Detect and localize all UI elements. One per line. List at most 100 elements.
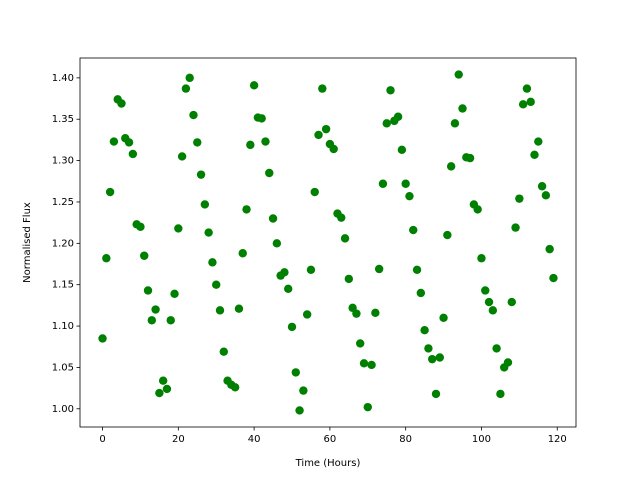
point — [458, 104, 467, 113]
point — [185, 73, 194, 83]
y-tick-label: 1.30 — [52, 156, 74, 167]
point — [537, 182, 547, 191]
y-tick-label: 1.40 — [52, 73, 74, 84]
point — [219, 347, 228, 356]
point — [397, 145, 407, 155]
point — [143, 286, 153, 295]
point — [454, 70, 463, 79]
point — [238, 249, 247, 258]
point — [295, 406, 304, 415]
point — [409, 225, 418, 235]
point — [306, 265, 316, 275]
point — [280, 268, 289, 277]
point — [522, 84, 532, 93]
y-tick-label: 1.25 — [52, 197, 74, 208]
point — [511, 223, 520, 232]
point — [446, 162, 456, 171]
y-axis-label: Normalised Flux — [22, 202, 33, 283]
x-tick-label: 100 — [472, 434, 491, 445]
point — [515, 194, 524, 203]
point — [545, 244, 554, 254]
point — [367, 360, 376, 370]
point — [136, 222, 145, 231]
point — [140, 251, 149, 260]
point — [257, 114, 266, 123]
point — [230, 383, 240, 392]
point — [530, 150, 539, 160]
point — [302, 310, 312, 319]
x-tick-label: 80 — [399, 434, 412, 445]
point — [98, 334, 107, 343]
point — [124, 138, 134, 147]
point — [318, 84, 327, 93]
point — [484, 297, 494, 307]
point — [416, 288, 426, 298]
axes-frame — [79, 57, 577, 428]
point — [268, 214, 278, 223]
y-tick-label: 1.35 — [52, 114, 74, 125]
y-tick-label: 1.05 — [52, 362, 74, 373]
point — [265, 168, 274, 178]
x-axis-label: Time (Hours) — [295, 458, 361, 469]
point — [518, 100, 528, 109]
x-tick-label: 120 — [548, 434, 567, 445]
point — [359, 359, 369, 368]
point — [272, 239, 282, 248]
point — [174, 224, 183, 233]
point — [105, 187, 115, 197]
point — [246, 140, 255, 150]
point — [166, 316, 175, 325]
point — [170, 289, 179, 298]
x-tick-label: 40 — [248, 434, 261, 445]
point — [450, 119, 460, 128]
point — [128, 149, 138, 159]
point — [481, 286, 490, 295]
point — [401, 179, 410, 188]
point — [477, 254, 486, 263]
point — [344, 274, 354, 284]
point — [393, 112, 403, 121]
point — [204, 228, 213, 237]
point — [155, 388, 164, 398]
point — [507, 297, 516, 307]
point — [405, 191, 414, 201]
point — [371, 308, 380, 318]
y-tick-label: 1.15 — [52, 280, 74, 291]
point — [329, 144, 338, 154]
point — [443, 230, 452, 240]
point — [310, 187, 319, 197]
point — [363, 402, 372, 412]
point — [337, 213, 346, 222]
point — [435, 353, 444, 362]
point — [412, 265, 422, 275]
point — [193, 138, 202, 147]
point — [200, 200, 210, 209]
point — [287, 322, 297, 332]
point — [549, 273, 558, 283]
point — [534, 137, 543, 146]
point — [488, 306, 498, 315]
point — [291, 368, 300, 377]
point — [158, 376, 168, 385]
point — [208, 258, 217, 267]
point — [196, 170, 206, 179]
point — [215, 306, 225, 315]
point — [299, 386, 308, 395]
y-tick-label: 1.20 — [52, 238, 74, 249]
point — [340, 234, 350, 243]
point — [378, 179, 388, 188]
point — [151, 305, 160, 314]
point — [424, 344, 433, 353]
x-tick-label: 0 — [99, 434, 105, 445]
point — [189, 110, 198, 120]
point — [261, 137, 270, 146]
point — [181, 84, 191, 93]
point — [147, 316, 157, 325]
point — [496, 389, 505, 399]
point — [382, 119, 391, 128]
point — [503, 358, 513, 367]
point — [234, 304, 244, 313]
point — [374, 264, 384, 274]
point — [386, 86, 395, 95]
